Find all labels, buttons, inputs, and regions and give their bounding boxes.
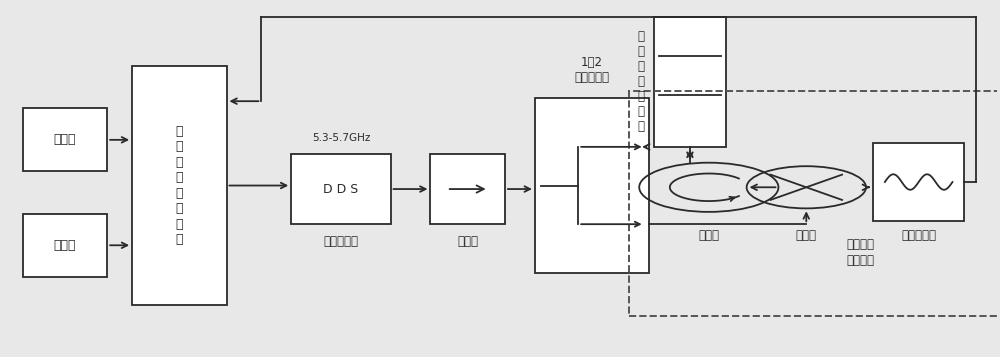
Bar [873, 144, 964, 221]
Text: 微
波
测
量
谐
振
腔: 微 波 测 量 谐 振 腔 [637, 30, 644, 134]
Text: 扫频信号源: 扫频信号源 [323, 235, 358, 248]
Text: 1：2
功率分配器: 1：2 功率分配器 [574, 56, 609, 84]
Text: 温度计: 温度计 [54, 239, 76, 252]
Text: 乘法器: 乘法器 [796, 230, 817, 242]
Bar [430, 154, 505, 224]
Text: 环形器: 环形器 [698, 230, 719, 242]
Text: 低通滤波器: 低通滤波器 [901, 230, 936, 242]
Text: D D S: D D S [323, 182, 359, 196]
Bar [132, 66, 227, 305]
Bar [654, 17, 726, 147]
Bar [23, 108, 107, 171]
Bar [629, 91, 1000, 316]
Text: 5.3-5.7GHz: 5.3-5.7GHz [312, 134, 370, 144]
Text: 信
号
处
理
及
控
制
器: 信 号 处 理 及 控 制 器 [176, 125, 183, 246]
Text: 压力计: 压力计 [54, 134, 76, 146]
Bar [23, 213, 107, 277]
Text: 谐振频率
扫描模块: 谐振频率 扫描模块 [846, 238, 874, 267]
Bar [291, 154, 391, 224]
Text: 隔离器: 隔离器 [457, 235, 478, 248]
Bar [535, 98, 649, 273]
